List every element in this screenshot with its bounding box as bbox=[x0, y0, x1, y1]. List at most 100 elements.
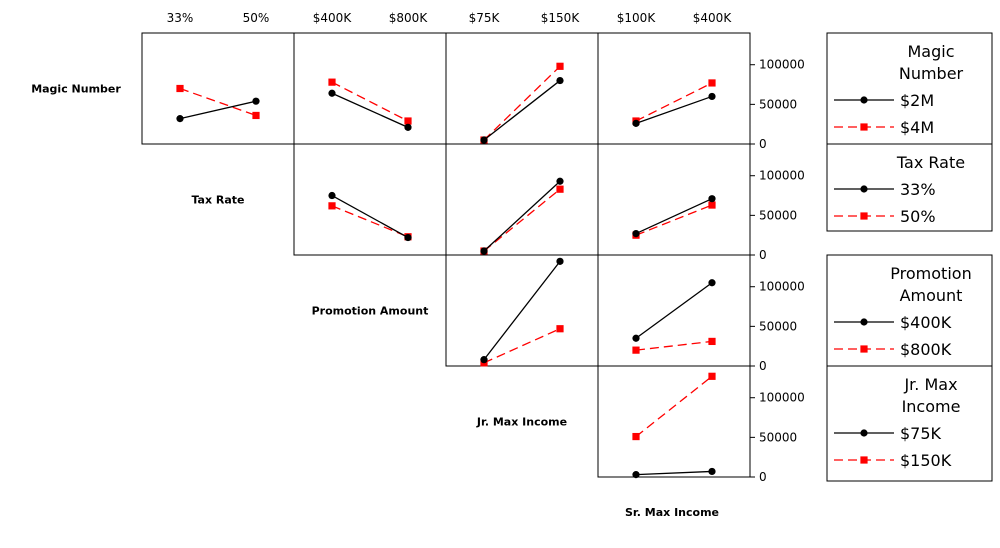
legend-item-label: $150K bbox=[900, 451, 952, 470]
column-level-label: $150K bbox=[541, 11, 581, 25]
legend-item-label: 33% bbox=[900, 180, 936, 199]
panel-r1-c2 bbox=[445, 143, 599, 256]
data-point bbox=[252, 97, 260, 105]
y-tick-label: 0 bbox=[759, 137, 767, 151]
series-line-level2 bbox=[635, 82, 713, 122]
row-factor-label: Promotion Amount bbox=[312, 305, 429, 318]
data-point bbox=[708, 372, 716, 380]
data-point bbox=[632, 346, 640, 354]
legend-title: Promotion Amount bbox=[890, 264, 971, 305]
series-line-level1 bbox=[331, 92, 409, 128]
row-factor-label: Tax Rate bbox=[191, 194, 244, 207]
legend-marker bbox=[860, 345, 868, 353]
panel-frame bbox=[293, 143, 447, 256]
row-factor-labels: Magic Number Tax Rate Promotion Amount Jr. … bbox=[31, 83, 567, 429]
data-point bbox=[404, 123, 412, 131]
panel-r3-c3 bbox=[597, 365, 751, 479]
legend-frame bbox=[826, 254, 993, 367]
panel-frame bbox=[597, 143, 751, 256]
data-point bbox=[176, 115, 184, 123]
column-level-labels: 33% 50% $400K $800K $75K $150K $100K $400K bbox=[167, 11, 733, 25]
data-point bbox=[556, 177, 564, 185]
legend-frame bbox=[826, 143, 993, 232]
data-point bbox=[404, 233, 412, 242]
data-point bbox=[328, 78, 336, 86]
y-tick-label: 50000 bbox=[759, 319, 797, 333]
data-point bbox=[556, 62, 564, 70]
column-level-label: $400K bbox=[313, 11, 353, 25]
data-point bbox=[708, 467, 716, 476]
data-point bbox=[480, 356, 488, 364]
data-point bbox=[328, 202, 336, 210]
legend-marker bbox=[860, 212, 868, 220]
series-line-level1 bbox=[635, 282, 713, 339]
panel-r0-c2 bbox=[445, 32, 599, 145]
panel-frame bbox=[293, 32, 447, 145]
data-point bbox=[632, 334, 640, 342]
data-point bbox=[632, 229, 640, 238]
panel-frame bbox=[597, 32, 751, 145]
column-level-label: 50% bbox=[243, 11, 270, 25]
y-tick-label: 50000 bbox=[759, 430, 797, 444]
series-line-level2 bbox=[635, 340, 713, 351]
series-line-level1 bbox=[483, 80, 561, 141]
data-point bbox=[708, 279, 716, 287]
data-point bbox=[708, 201, 716, 209]
y-tick-label: 100000 bbox=[759, 280, 805, 294]
column-level-label: $75K bbox=[469, 11, 501, 25]
y-tick-label: 50000 bbox=[759, 208, 797, 222]
y-tick-label: 50000 bbox=[759, 97, 797, 111]
legend-item-label: $400K bbox=[900, 313, 952, 332]
legend-item-label: $800K bbox=[900, 340, 952, 359]
series-line-level2 bbox=[483, 188, 561, 252]
panel-r1-c3 bbox=[597, 143, 751, 256]
legend-marker bbox=[860, 185, 868, 193]
legend-item-label: $75K bbox=[900, 424, 942, 443]
series-line-level1 bbox=[179, 100, 257, 120]
panel-frame bbox=[445, 32, 599, 145]
data-point bbox=[632, 471, 640, 479]
series-line-level1 bbox=[635, 470, 713, 476]
y-tick-label: 0 bbox=[759, 248, 767, 262]
panel-frame bbox=[597, 365, 751, 478]
series-line-level2 bbox=[635, 375, 713, 438]
series-line-level1 bbox=[483, 180, 561, 252]
panel-r2-c3 bbox=[597, 254, 751, 367]
legend-marker bbox=[860, 318, 868, 326]
data-point bbox=[404, 117, 412, 125]
legend-title: Magic Number bbox=[899, 42, 964, 83]
panel-r0-c1 bbox=[293, 32, 447, 145]
column-level-label: $100K bbox=[617, 11, 657, 25]
legend-item-label: $2M bbox=[900, 91, 934, 110]
legend-frame bbox=[826, 365, 993, 482]
legend-box: Magic Number $2M $4M bbox=[826, 32, 993, 145]
legend-marker bbox=[860, 96, 868, 104]
row-factor-label: Jr. Max Income bbox=[476, 416, 567, 429]
panels-layer bbox=[141, 32, 751, 479]
series-line-level1 bbox=[483, 260, 561, 361]
data-point bbox=[328, 191, 336, 200]
legend-box: Jr. Max Income $75K $150K bbox=[826, 365, 993, 482]
y-axis: 0 50000 100000 0 50000 100000 0 50000 100000 0 500… bbox=[749, 33, 805, 484]
data-point bbox=[708, 92, 716, 101]
panel-r1-c1 bbox=[293, 143, 447, 256]
panel-frame bbox=[445, 143, 599, 256]
data-point bbox=[632, 432, 640, 441]
y-tick-label: 100000 bbox=[759, 391, 805, 405]
panel-r0-c3 bbox=[597, 32, 751, 145]
series-line-level2 bbox=[331, 81, 409, 122]
data-point bbox=[252, 111, 260, 120]
legend-box: Tax Rate 33% 50% bbox=[826, 143, 993, 232]
panel-r2-c2 bbox=[445, 254, 599, 367]
y-tick-label: 0 bbox=[759, 470, 767, 484]
y-tick-label: 0 bbox=[759, 359, 767, 373]
column-level-label: $800K bbox=[389, 11, 429, 25]
column-level-label: $400K bbox=[693, 11, 733, 25]
legend-marker bbox=[860, 123, 868, 131]
legend-item-label: 50% bbox=[900, 207, 936, 226]
row-factor-label: Magic Number bbox=[31, 83, 121, 96]
legend-box: Promotion Amount $400K $800K bbox=[826, 254, 993, 367]
data-point bbox=[176, 84, 184, 93]
data-point bbox=[328, 89, 336, 97]
legends-layer: Magic Number $2M $4M Tax Rate 33% 50% Promotion… bbox=[826, 32, 993, 482]
